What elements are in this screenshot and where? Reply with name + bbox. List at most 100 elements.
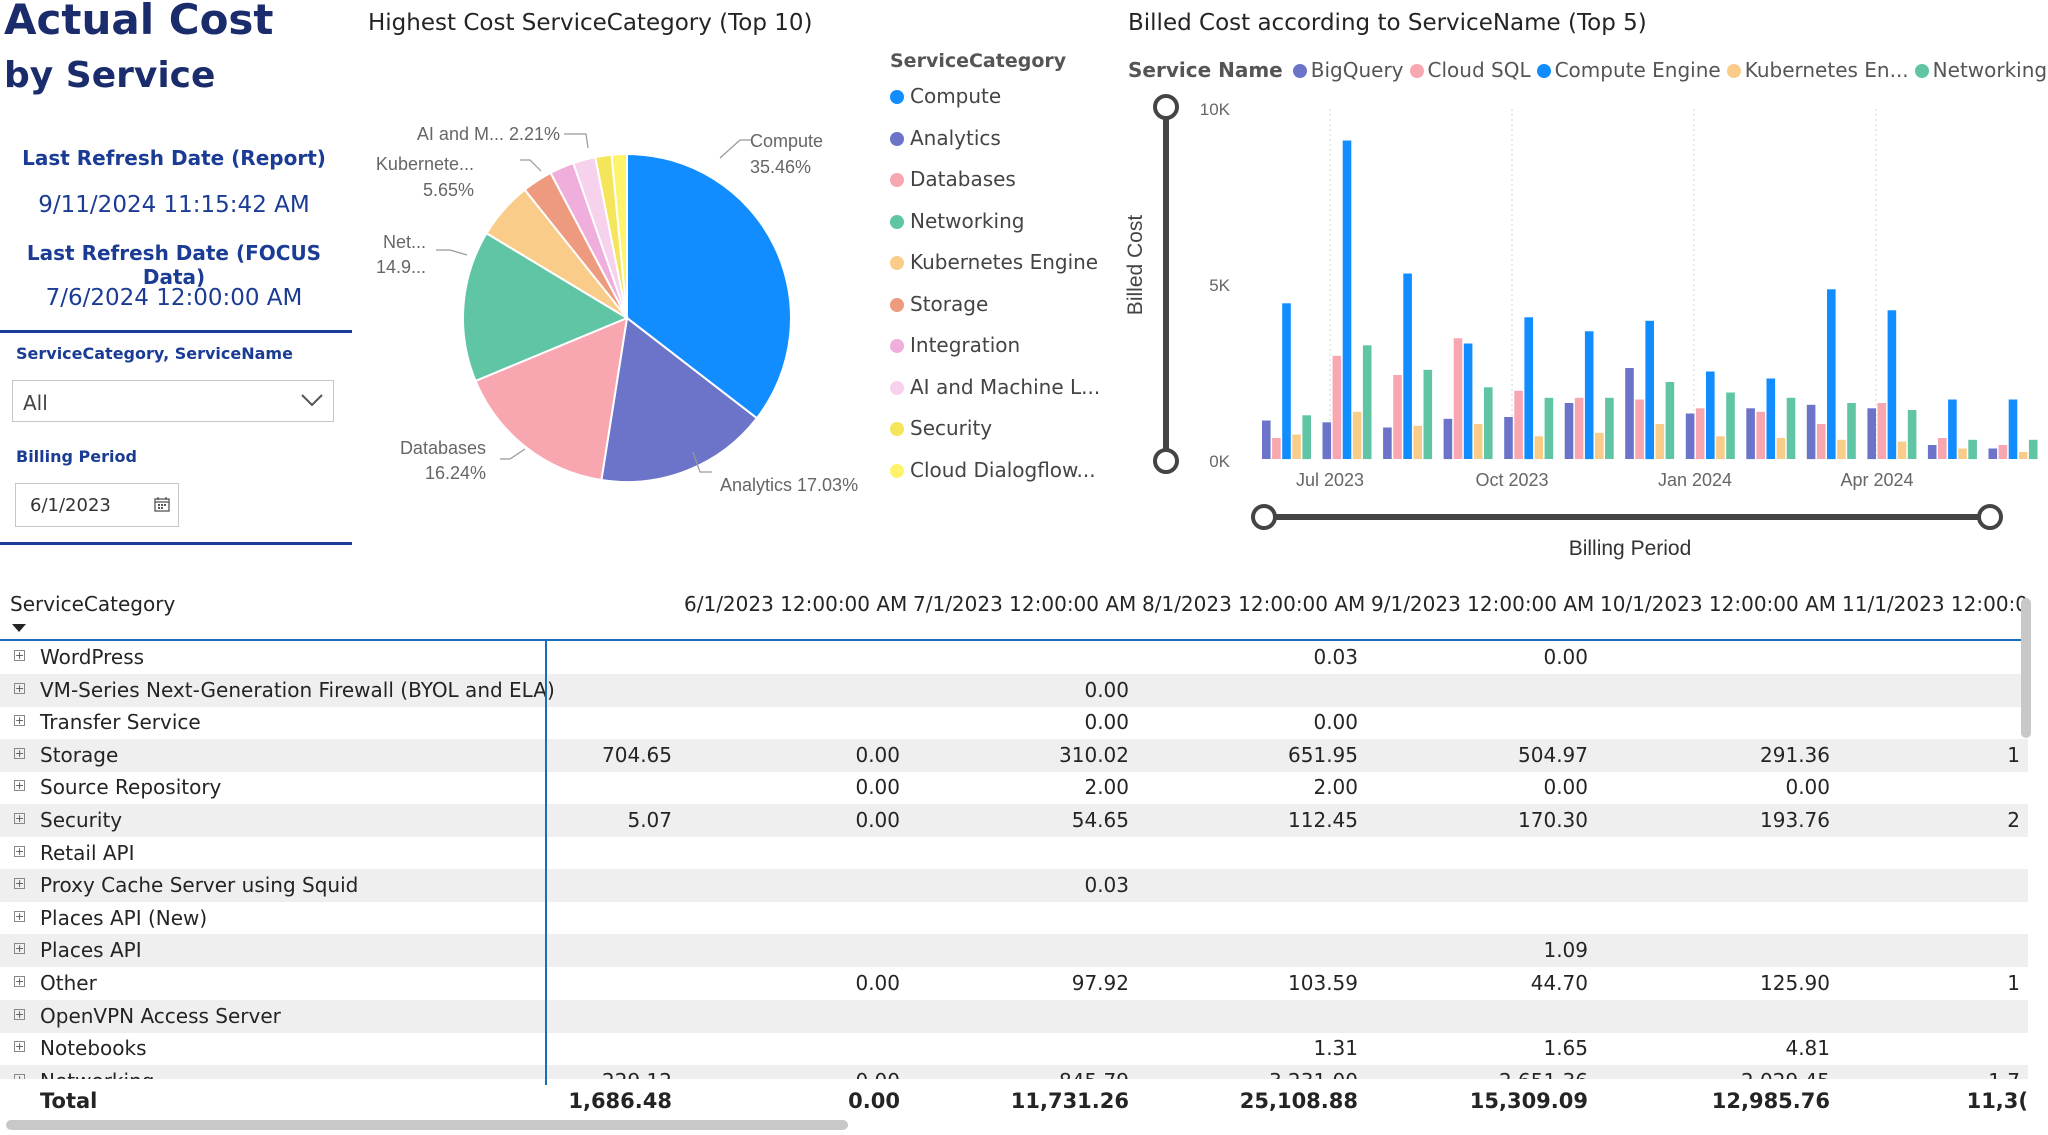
bar-compute-engine[interactable] — [1706, 371, 1715, 460]
pie-slice-compute[interactable] — [626, 152, 792, 420]
bar-bigquery[interactable] — [1625, 368, 1634, 459]
x-slider-left-handle[interactable] — [1251, 504, 1277, 530]
bar-networking[interactable] — [1605, 397, 1614, 459]
bar-networking[interactable] — [2028, 439, 2038, 460]
bar-networking[interactable] — [1484, 387, 1493, 460]
bar-kubernetes-en[interactable] — [1837, 439, 1846, 460]
pie-legend-item[interactable]: Analytics — [890, 126, 1001, 150]
bar-cloud-sql[interactable] — [1453, 338, 1463, 459]
bar-bigquery[interactable] — [1867, 408, 1876, 460]
bar-kubernetes-en[interactable] — [1292, 434, 1301, 460]
pie-legend-item[interactable]: Security — [890, 416, 992, 440]
bar-compute-engine[interactable] — [1524, 317, 1533, 460]
bar-cloud-sql[interactable] — [1635, 399, 1644, 460]
expand-icon[interactable]: + — [14, 942, 25, 956]
pie-slice-networking[interactable] — [462, 231, 630, 383]
table-row[interactable]: + OpenVPN Access Server — [0, 999, 2028, 1033]
bar-bigquery[interactable] — [1806, 404, 1816, 460]
horizontal-scrollbar[interactable] — [6, 1120, 848, 1130]
table-row[interactable]: + Networking 229.12 0.00 845.79 3,231.00 2,651… — [0, 1064, 2028, 1079]
pie-legend-item[interactable]: Databases — [890, 167, 1016, 191]
bar-bigquery[interactable] — [1443, 418, 1453, 460]
bar-kubernetes-en[interactable] — [1897, 441, 1907, 460]
bar-bigquery[interactable] — [1988, 448, 1998, 460]
table-row[interactable]: + Places API 1.09 — [0, 934, 2028, 968]
table-row[interactable]: + Security 5.07 0.00 54.65 112.45 170.30 193.76… — [0, 804, 2028, 837]
bar-bigquery[interactable] — [1262, 420, 1271, 460]
matrix-row-header[interactable]: ServiceCategory — [10, 592, 176, 616]
bar-networking[interactable] — [1726, 392, 1735, 460]
bar-kubernetes-en[interactable] — [1958, 448, 1967, 460]
pie-slice-analytics[interactable] — [600, 316, 759, 483]
bar-cloud-sql[interactable] — [1998, 445, 2008, 459]
pie-legend-item[interactable]: Kubernetes Engine — [890, 250, 1098, 274]
bar-cloud-sql[interactable] — [1332, 355, 1342, 460]
bar-compute-engine[interactable] — [1887, 310, 1897, 460]
bar-networking[interactable] — [1302, 415, 1311, 460]
bar-kubernetes-en[interactable] — [2018, 452, 2028, 459]
matrix-column-header[interactable]: 10/1/2023 12:00:00 AM — [1600, 592, 1837, 616]
bar-compute-engine[interactable] — [1827, 289, 1836, 460]
pie-legend-item[interactable]: Networking — [890, 209, 1024, 233]
bar-networking[interactable] — [1907, 410, 1917, 459]
matrix-column-header[interactable]: 11/1/2023 12:00:0 — [1842, 592, 2029, 616]
bar-cloud-sql[interactable] — [1272, 438, 1281, 459]
bar-networking[interactable] — [1544, 397, 1554, 459]
bar-legend-item[interactable]: Networking — [1914, 58, 2047, 82]
bar-compute-engine[interactable] — [1584, 331, 1594, 460]
matrix-column-header[interactable]: 6/1/2023 12:00:00 AM — [684, 592, 908, 616]
expand-icon[interactable]: + — [14, 1073, 25, 1079]
bar-networking[interactable] — [1665, 382, 1675, 459]
bar-cloud-sql[interactable] — [1514, 390, 1523, 460]
pie-chart[interactable]: Compute 35.46% Analytics 17.03% Database… — [350, 100, 890, 520]
bar-kubernetes-en[interactable] — [1534, 436, 1544, 460]
bar-cloud-sql[interactable] — [1816, 424, 1826, 459]
table-row[interactable]: + Transfer Service 0.00 0.00 — [0, 706, 2028, 739]
bar-legend-item[interactable]: Compute Engine — [1536, 58, 1721, 82]
matrix-column-header[interactable]: 9/1/2023 12:00:00 AM — [1371, 592, 1595, 616]
bar-networking[interactable] — [1362, 345, 1372, 460]
expand-icon[interactable]: + — [14, 649, 25, 662]
bar-bigquery[interactable] — [1383, 427, 1392, 460]
bar-compute-engine[interactable] — [1403, 273, 1412, 460]
bar-bigquery[interactable] — [1504, 417, 1513, 459]
bar-cloud-sql[interactable] — [1393, 375, 1402, 459]
bar-kubernetes-en[interactable] — [1352, 411, 1362, 460]
category-slicer-dropdown[interactable]: All — [12, 380, 334, 422]
bar-compute-engine[interactable] — [1282, 303, 1291, 460]
expand-icon[interactable]: + — [14, 1007, 25, 1021]
bar-cloud-sql[interactable] — [1574, 397, 1584, 459]
pie-legend-item[interactable]: Cloud Dialogflow... — [890, 458, 1096, 482]
expand-icon[interactable]: + — [14, 812, 25, 825]
expand-icon[interactable]: + — [14, 714, 25, 728]
bar-compute-engine[interactable] — [1766, 378, 1776, 460]
bar-networking[interactable] — [1423, 369, 1433, 460]
bar-compute-engine[interactable] — [2008, 399, 2018, 460]
bar-kubernetes-en[interactable] — [1655, 424, 1665, 459]
table-row[interactable]: + WordPress 0.03 0.00 — [0, 641, 2028, 674]
table-row[interactable]: + Source Repository 0.00 2.00 2.00 0.00 0.00 — [0, 771, 2028, 804]
matrix-column-header[interactable]: 7/1/2023 12:00:00 AM — [913, 592, 1137, 616]
expand-icon[interactable]: + — [14, 975, 25, 988]
billing-date-input[interactable]: 6/1/2023 — [15, 483, 179, 527]
table-row[interactable]: + Storage 704.65 0.00 310.02 651.95 504.97 291.… — [0, 738, 2028, 772]
bar-compute-engine[interactable] — [1463, 343, 1473, 460]
bar-legend-item[interactable]: Kubernetes En... — [1726, 58, 1909, 82]
table-row[interactable]: + Proxy Cache Server using Squid 0.03 — [0, 869, 2028, 903]
pie-slice-cloud-dialogflow[interactable] — [610, 152, 628, 319]
table-row[interactable]: + Notebooks 1.31 1.65 4.81 — [0, 1032, 2028, 1065]
table-row[interactable]: + Retail API — [0, 837, 2028, 870]
expand-icon[interactable]: + — [14, 681, 25, 695]
expand-icon[interactable]: + — [14, 746, 25, 760]
pie-legend-item[interactable]: Storage — [890, 292, 988, 316]
bar-legend-item[interactable]: Cloud SQL — [1409, 58, 1531, 82]
bar-kubernetes-en[interactable] — [1413, 425, 1422, 460]
expand-icon[interactable]: + — [14, 779, 25, 793]
x-slider-right-handle[interactable] — [1977, 504, 2003, 530]
bar-bigquery[interactable] — [1927, 445, 1937, 459]
matrix-column-header[interactable]: 8/1/2023 12:00:00 AM — [1142, 592, 1366, 616]
pie-legend-item[interactable]: Compute — [890, 84, 1001, 108]
vertical-scrollbar[interactable] — [2021, 598, 2031, 738]
bar-cloud-sql[interactable] — [1877, 403, 1887, 459]
bar-bigquery[interactable] — [1564, 403, 1574, 459]
